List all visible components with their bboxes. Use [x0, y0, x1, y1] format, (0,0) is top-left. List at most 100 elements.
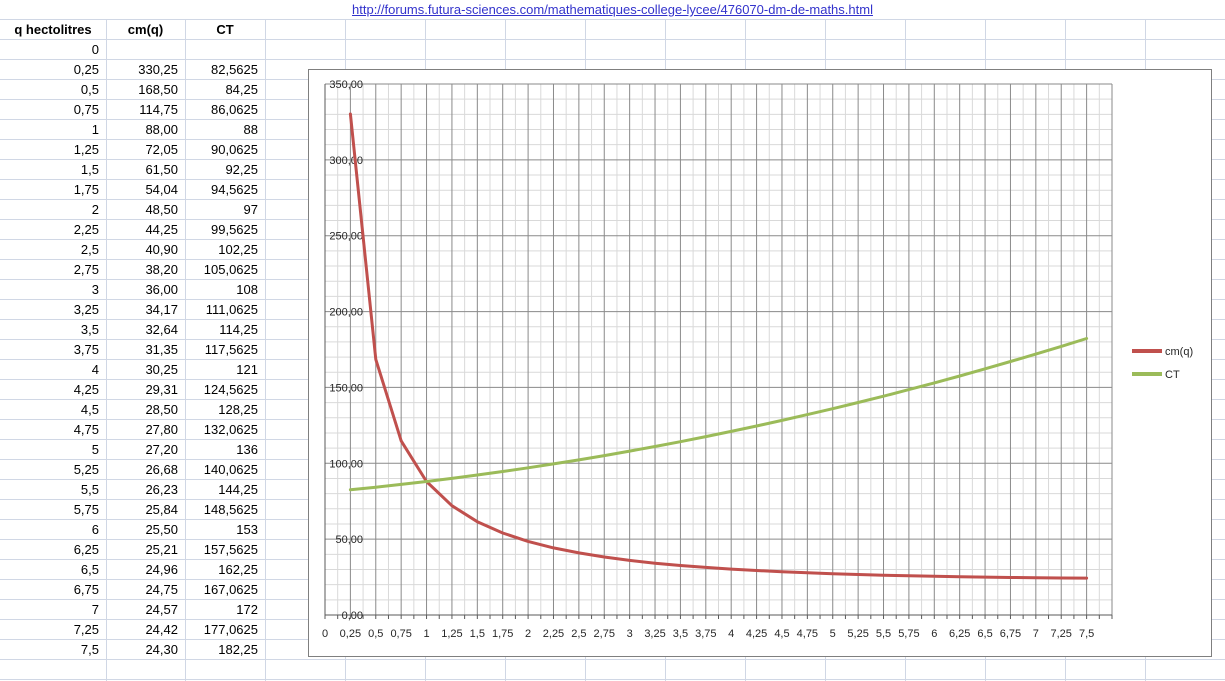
- table-cell[interactable]: 94,5625: [211, 182, 258, 197]
- table-cell[interactable]: 117,5625: [204, 342, 258, 357]
- table-cell[interactable]: 24,57: [145, 602, 178, 617]
- table-cell[interactable]: 2: [91, 202, 99, 217]
- table-cell[interactable]: 36,00: [145, 282, 178, 297]
- table-cell[interactable]: 7,25: [73, 622, 99, 637]
- table-cell[interactable]: 168,50: [138, 82, 178, 97]
- table-cell[interactable]: 25,50: [145, 522, 178, 537]
- table-cell[interactable]: 108: [236, 282, 258, 297]
- legend-item-cmq[interactable]: cm(q): [1132, 346, 1193, 358]
- table-cell[interactable]: 128,25: [218, 402, 258, 417]
- table-cell[interactable]: 38,20: [145, 262, 178, 277]
- table-cell[interactable]: 86,0625: [211, 102, 258, 117]
- table-cell[interactable]: 48,50: [145, 202, 178, 217]
- table-cell[interactable]: 2,5: [80, 242, 99, 257]
- table-cell[interactable]: 82,5625: [211, 62, 258, 77]
- table-cell[interactable]: 34,17: [145, 302, 178, 317]
- table-cell[interactable]: 121: [236, 362, 258, 377]
- table-cell[interactable]: 4,25: [73, 382, 99, 397]
- table-cell[interactable]: 6,75: [73, 582, 99, 597]
- table-cell[interactable]: 24,42: [145, 622, 178, 637]
- table-cell[interactable]: 1: [91, 122, 99, 137]
- table-cell[interactable]: 72,05: [145, 142, 178, 157]
- table-cell[interactable]: 114,75: [139, 102, 178, 117]
- table-cell[interactable]: 30,25: [145, 362, 178, 377]
- table-cell[interactable]: 88,00: [145, 122, 178, 137]
- table-cell[interactable]: 172: [236, 602, 258, 617]
- table-cell[interactable]: 24,75: [145, 582, 178, 597]
- table-cell[interactable]: 182,25: [218, 642, 258, 657]
- table-cell[interactable]: 6,25: [73, 542, 99, 557]
- table-cell[interactable]: 0,25: [73, 62, 99, 77]
- table-cell[interactable]: [185, 40, 265, 60]
- table-cell[interactable]: 330,25: [138, 62, 178, 77]
- table-cell[interactable]: 157,5625: [203, 542, 258, 557]
- table-cell[interactable]: 61,50: [145, 162, 178, 177]
- table-cell[interactable]: 27,20: [145, 442, 178, 457]
- table-cell[interactable]: 111,0625: [205, 302, 258, 317]
- table-cell[interactable]: 114,25: [219, 322, 258, 337]
- table-cell[interactable]: 2,25: [73, 222, 99, 237]
- legend-item-ct[interactable]: CT: [1132, 369, 1180, 381]
- table-cell[interactable]: 167,0625: [203, 582, 258, 597]
- table-cell[interactable]: 32,64: [145, 322, 178, 337]
- table-cell[interactable]: 24,30: [145, 642, 178, 657]
- table-cell[interactable]: 40,90: [145, 242, 178, 257]
- table-cell[interactable]: 99,5625: [211, 222, 258, 237]
- table-cell[interactable]: 6,5: [80, 562, 99, 577]
- table-cell[interactable]: 153: [236, 522, 258, 537]
- table-cell[interactable]: 26,23: [145, 482, 178, 497]
- table-cell[interactable]: 3,5: [80, 322, 99, 337]
- table-cell[interactable]: 5: [91, 442, 99, 457]
- table-cell[interactable]: 105,0625: [203, 262, 258, 277]
- table-cell[interactable]: 5,5: [80, 482, 99, 497]
- table-cell[interactable]: 136: [236, 442, 258, 457]
- table-cell[interactable]: 1,75: [73, 182, 99, 197]
- table-cell[interactable]: 25,84: [145, 502, 178, 517]
- table-cell[interactable]: 0,5: [80, 82, 99, 97]
- table-cell[interactable]: 28,50: [145, 402, 178, 417]
- table-cell[interactable]: 3,75: [73, 342, 99, 357]
- table-cell[interactable]: 7,5: [80, 642, 99, 657]
- url-link[interactable]: http://forums.futura-sciences.com/mathem…: [352, 2, 873, 17]
- table-cell[interactable]: 2,75: [73, 262, 99, 277]
- table-cell[interactable]: 90,0625: [211, 142, 258, 157]
- table-cell[interactable]: 0: [91, 42, 99, 57]
- table-cell[interactable]: 31,35: [145, 342, 178, 357]
- table-cell[interactable]: 26,68: [145, 462, 178, 477]
- table-cell[interactable]: 5,25: [73, 462, 99, 477]
- table-cell[interactable]: [106, 40, 185, 60]
- table-cell[interactable]: 24,96: [145, 562, 178, 577]
- table-cell[interactable]: 144,25: [218, 482, 258, 497]
- table-cell[interactable]: 4: [91, 362, 99, 377]
- column-header[interactable]: q hectolitres: [14, 22, 92, 37]
- table-cell[interactable]: 92,25: [225, 162, 258, 177]
- table-cell[interactable]: 148,5625: [203, 502, 258, 517]
- table-cell[interactable]: 44,25: [145, 222, 178, 237]
- table-cell[interactable]: 140,0625: [203, 462, 258, 477]
- table-cell[interactable]: 1,25: [73, 142, 99, 157]
- table-cell[interactable]: 1,5: [80, 162, 99, 177]
- table-cell[interactable]: 132,0625: [203, 422, 258, 437]
- table-cell[interactable]: 29,31: [145, 382, 178, 397]
- table-cell[interactable]: 4,75: [73, 422, 99, 437]
- table-cell[interactable]: 54,04: [145, 182, 178, 197]
- table-cell[interactable]: 27,80: [145, 422, 178, 437]
- table-cell[interactable]: 97: [243, 202, 258, 217]
- table-cell[interactable]: 5,75: [73, 502, 99, 517]
- table-cell[interactable]: 25,21: [145, 542, 178, 557]
- table-cell[interactable]: 84,25: [225, 82, 258, 97]
- column-header[interactable]: cm(q): [127, 22, 164, 37]
- table-cell[interactable]: 102,25: [218, 242, 258, 257]
- table-cell[interactable]: 7: [91, 602, 99, 617]
- table-cell[interactable]: 177,0625: [203, 622, 258, 637]
- column-header[interactable]: CT: [216, 22, 234, 37]
- table-cell[interactable]: 4,5: [80, 402, 99, 417]
- table-cell[interactable]: 88: [243, 122, 258, 137]
- table-cell[interactable]: 6: [91, 522, 99, 537]
- table-cell[interactable]: 3,25: [73, 302, 99, 317]
- table-cell[interactable]: 3: [91, 282, 99, 297]
- table-cell[interactable]: 162,25: [218, 562, 258, 577]
- table-cell[interactable]: 124,5625: [203, 382, 258, 397]
- table-cell[interactable]: 0,75: [73, 102, 99, 117]
- chart[interactable]: 0,00 50,00 100,00 150,00 200,00 250,00 300,00 3…: [308, 69, 1212, 657]
